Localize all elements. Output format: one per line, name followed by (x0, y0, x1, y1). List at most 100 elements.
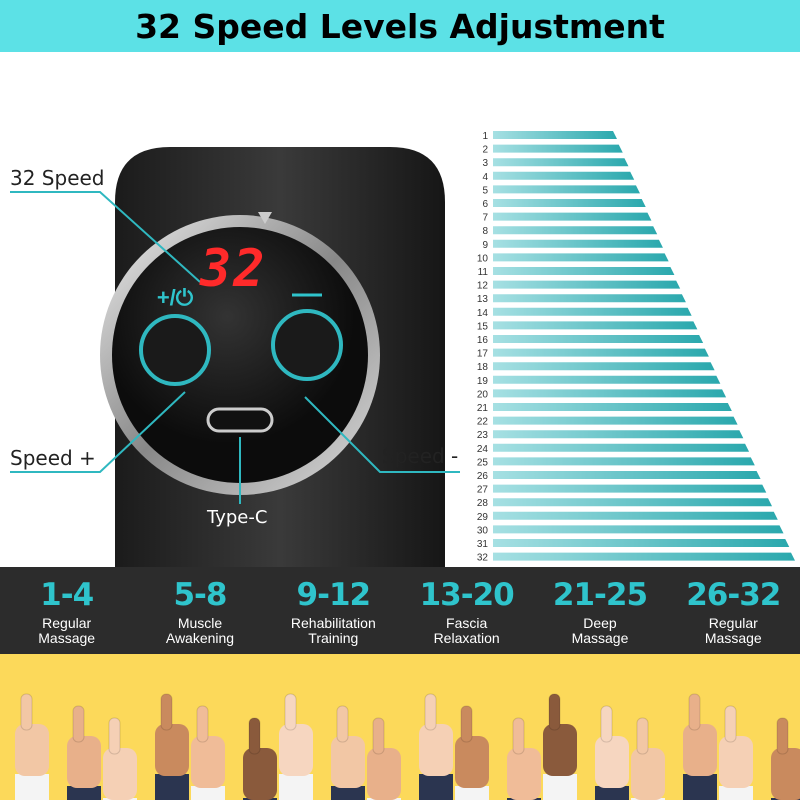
speed-bar-5 (493, 185, 640, 194)
speed-bar-22 (493, 416, 738, 425)
mode-4: 13-20 Fascia Relaxation (400, 567, 533, 654)
speed-bar-30 (493, 525, 784, 534)
mode-label: Regular Massage (704, 615, 762, 646)
speed-level-label: 14 (477, 308, 489, 319)
speed-bar-21 (493, 403, 732, 411)
speed-level-label: 4 (482, 172, 488, 183)
mode-1: 1-4 Regular Massage (0, 567, 133, 654)
speed-bar-23 (493, 430, 744, 439)
speed-minus-button (271, 309, 343, 381)
thumbs-up-icons (15, 693, 800, 800)
mode-range: 9-12 (296, 577, 372, 613)
callout-lines (10, 191, 460, 504)
control-panel-face (112, 227, 368, 483)
speed-level-label: 25 (477, 457, 489, 468)
speed-bar-18 (493, 362, 715, 371)
speed-bar-11 (493, 267, 675, 275)
speed-bar-7 (493, 212, 652, 221)
speed-bar-17 (493, 348, 709, 357)
speed-plus-button (139, 314, 211, 386)
speed-level-label: 16 (477, 335, 489, 346)
speed-level-label: 23 (477, 430, 489, 441)
type-c-port (206, 407, 274, 433)
speed-bar-20 (493, 389, 727, 398)
thumbs-up-icon (595, 705, 629, 800)
speed-bar-27 (493, 484, 767, 493)
page-title: 32 Speed Levels Adjustment (135, 6, 665, 46)
mode-label: Regular Massage (38, 615, 96, 646)
speed-level-label: 12 (477, 281, 489, 292)
callout-type-c: Type-C (207, 507, 268, 528)
speed-bar-9 (493, 239, 663, 248)
thumbs-up-icon (631, 717, 665, 800)
mode-label: Rehabilitation Training (290, 615, 376, 646)
indicator-notch-icon (258, 212, 272, 224)
speed-level-label: 10 (477, 253, 489, 264)
speed-level-label: 27 (477, 485, 489, 496)
mode-band: 1-4 Regular Massage 5-8 Muscle Awakening 9… (0, 567, 800, 654)
plus-power-icon[interactable]: +/⏻ (156, 285, 194, 310)
callout-speed-plus: Speed + (10, 446, 96, 470)
speed-bar-19 (493, 375, 721, 384)
speed-level-label: 32 (477, 553, 489, 564)
thumbs-up-icon (331, 705, 365, 800)
speed-level-label: 9 (482, 240, 488, 251)
speed-level-label: 19 (477, 376, 489, 387)
title-banner: 32 Speed Levels Adjustment (0, 0, 800, 52)
speed-bar-26 (493, 471, 761, 479)
speed-level-label: 20 (477, 389, 489, 400)
mode-label: Fascia Relaxation (433, 615, 500, 646)
speed-level-label: 17 (477, 349, 489, 360)
callout-32-speed: 32 Speed (10, 166, 105, 190)
speed-bar-8 (493, 226, 658, 235)
mode-2: 5-8 Muscle Awakening (133, 567, 266, 654)
thumbs-up-icon (455, 705, 489, 800)
speed-bar-28 (493, 498, 773, 507)
speed-bar-16 (493, 335, 704, 343)
speed-level-label: 18 (477, 362, 489, 373)
speed-bars: 1234567891011121314151617181920212223242… (477, 131, 795, 564)
speed-bar-14 (493, 307, 692, 316)
thumbs-up-icon (683, 693, 717, 800)
speed-bar-4 (493, 171, 635, 180)
speed-level-label: 3 (482, 158, 488, 169)
speed-bar-15 (493, 321, 698, 330)
mode-6: 26-32 Regular Massage (667, 567, 800, 654)
speed-bar-32 (493, 552, 795, 561)
speed-level-label: 15 (477, 321, 489, 332)
speed-level-label: 5 (482, 185, 488, 196)
thumbs-up-icon (507, 717, 541, 800)
thumbs-up-icon (191, 705, 225, 800)
callout-speed-minus: Speed - (382, 444, 459, 468)
speed-level-label: 22 (477, 417, 489, 428)
speed-level-label: 24 (477, 444, 489, 455)
speed-bar-13 (493, 294, 686, 303)
minus-icon[interactable]: — (292, 277, 322, 310)
thumbs-up-icon (279, 693, 313, 800)
speed-level-label: 8 (482, 226, 488, 237)
thumbs-up-icon (155, 693, 189, 800)
mode-label: Deep Massage (571, 615, 629, 646)
thumbs-up-icon (771, 717, 800, 800)
thumbs-up-crowd-image (0, 654, 800, 800)
speed-level-label: 21 (477, 403, 489, 414)
speed-bar-25 (493, 457, 755, 466)
speed-level-label: 11 (478, 267, 489, 278)
speed-bar-31 (493, 539, 790, 547)
speed-bar-12 (493, 280, 681, 289)
speed-level-label: 26 (477, 471, 489, 482)
product-stage: 1 2 3 4 5 6 7 8 9 10 11 12 13 14 15 16 17 18 19 20 21 22 23 24 2… (0, 52, 800, 567)
thumbs-up-icon (67, 705, 101, 800)
speed-level-label: 1 (482, 131, 488, 142)
mode-range: 26-32 (686, 577, 781, 613)
thumbs-up-icon (243, 717, 277, 800)
speed-level-label: 28 (477, 498, 489, 509)
mode-3: 9-12 Rehabilitation Training (267, 567, 400, 654)
speed-bar-10 (493, 253, 669, 262)
mode-range: 1-4 (40, 577, 94, 613)
speed-bar-24 (493, 443, 750, 452)
speed-level-label: 7 (482, 213, 488, 224)
speed-bar-6 (493, 199, 646, 207)
mode-range: 5-8 (173, 577, 227, 613)
thumbs-up-icon (543, 693, 577, 800)
